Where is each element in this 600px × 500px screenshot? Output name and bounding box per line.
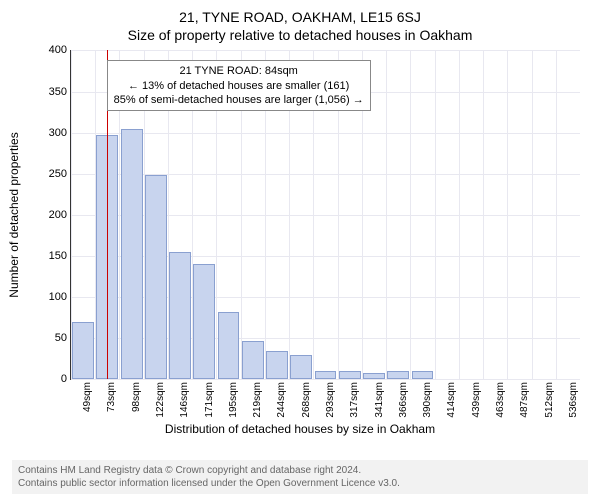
x-tick-label: 439sqm [471, 382, 482, 418]
histogram-bar [339, 371, 361, 379]
histogram-bar [121, 129, 143, 380]
histogram-bar [315, 371, 337, 379]
x-tick-label: 171sqm [204, 382, 215, 418]
annotation-line2: ← 13% of detached houses are smaller (16… [114, 79, 364, 93]
x-tick-label: 219sqm [252, 382, 263, 418]
y-tick-label: 0 [61, 373, 67, 385]
y-tick-label: 400 [49, 44, 67, 56]
y-tick-label: 350 [49, 86, 67, 98]
x-tick-label: 73sqm [106, 382, 117, 412]
y-tick-label: 200 [49, 209, 67, 221]
histogram-bar [72, 322, 94, 380]
histogram-bar [266, 351, 288, 380]
x-tick-label: 244sqm [276, 382, 287, 418]
x-tick-label: 98sqm [131, 382, 142, 412]
chart-container: 21, TYNE ROAD, OAKHAM, LE15 6SJ Size of … [0, 0, 600, 500]
histogram-bar [218, 312, 240, 379]
x-tick-label: 317sqm [349, 382, 360, 418]
x-tick-label: 487sqm [519, 382, 530, 418]
title-block: 21, TYNE ROAD, OAKHAM, LE15 6SJ Size of … [12, 8, 588, 44]
y-tick-label: 250 [49, 168, 67, 180]
attribution-footer: Contains HM Land Registry data © Crown c… [12, 460, 588, 494]
x-tick-label: 49sqm [82, 382, 93, 412]
histogram-bar [412, 371, 434, 379]
x-tick-label: 146sqm [179, 382, 190, 418]
histogram-bar [242, 341, 264, 380]
x-tick-label: 341sqm [374, 382, 385, 418]
histogram-bar [290, 355, 312, 380]
y-tick-label: 100 [49, 291, 67, 303]
histogram-bar [145, 175, 167, 379]
x-axis: 49sqm 73sqm 98sqm 122sqm 146sqm 171sqm 195sqm 2… [70, 380, 580, 420]
plot-region: 21 TYNE ROAD: 84sqm ← 13% of detached ho… [70, 50, 580, 380]
x-axis-label: Distribution of detached houses by size … [12, 422, 588, 436]
annotation-line3: 85% of semi-detached houses are larger (… [114, 93, 364, 107]
histogram-bar [193, 264, 215, 379]
y-tick-label: 300 [49, 127, 67, 139]
histogram-bar [169, 252, 191, 379]
x-tick-label: 366sqm [398, 382, 409, 418]
subtitle-line: Size of property relative to detached ho… [12, 26, 588, 44]
y-tick-label: 50 [55, 332, 67, 344]
y-axis-label: Number of detached properties [7, 133, 21, 298]
annotation-line1: 21 TYNE ROAD: 84sqm [114, 64, 364, 78]
footer-line2: Contains public sector information licen… [18, 477, 582, 490]
x-tick-label: 195sqm [228, 382, 239, 418]
x-tick-label: 512sqm [544, 382, 555, 418]
x-tick-label: 390sqm [422, 382, 433, 418]
histogram-bar [387, 371, 409, 379]
x-tick-label: 122sqm [155, 382, 166, 418]
x-tick-label: 293sqm [325, 382, 336, 418]
chart-area: Number of detached properties 21 TYNE RO… [12, 50, 588, 420]
x-tick-label: 414sqm [446, 382, 457, 418]
x-tick-label: 536sqm [568, 382, 579, 418]
footer-line1: Contains HM Land Registry data © Crown c… [18, 464, 582, 477]
x-tick-label: 463sqm [495, 382, 506, 418]
y-tick-label: 150 [49, 250, 67, 262]
address-line: 21, TYNE ROAD, OAKHAM, LE15 6SJ [12, 8, 588, 26]
histogram-bar [363, 373, 385, 380]
x-tick-label: 268sqm [301, 382, 312, 418]
annotation-box: 21 TYNE ROAD: 84sqm ← 13% of detached ho… [107, 60, 371, 111]
